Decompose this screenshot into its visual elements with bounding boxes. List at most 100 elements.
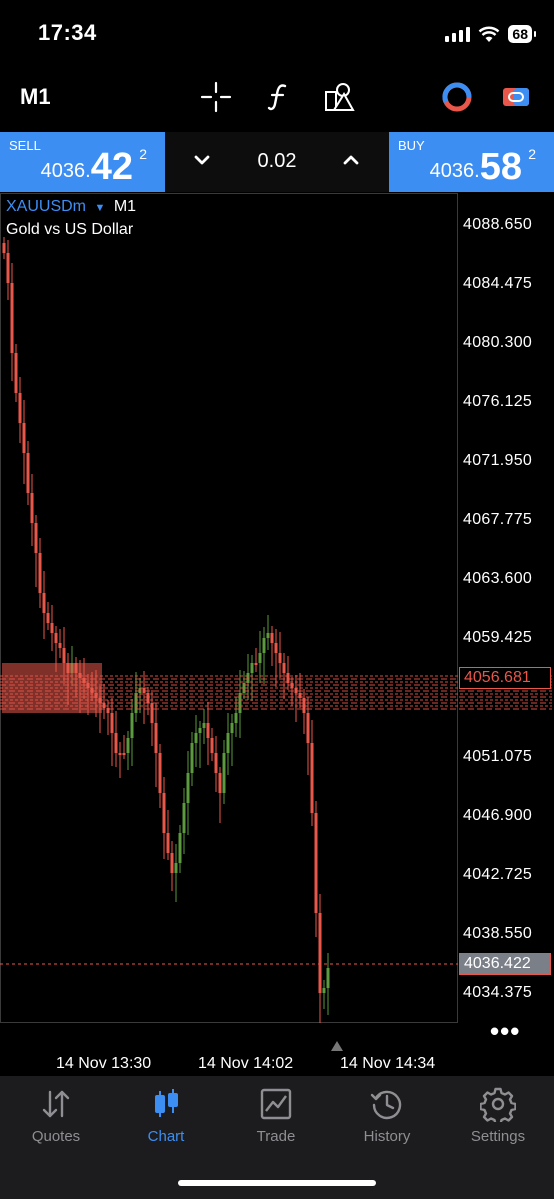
candle-body [234, 713, 238, 723]
timeframe-selector[interactable]: M1 [20, 84, 51, 109]
candle-body [2, 243, 6, 253]
tab-trade[interactable]: Trade [226, 1086, 326, 1145]
candle-body [42, 593, 46, 613]
lot-decrease-icon[interactable] [190, 148, 214, 172]
lot-increase-icon[interactable] [339, 148, 363, 172]
candle-body [46, 613, 50, 623]
candle-body [294, 688, 298, 693]
buy-label: BUY [398, 138, 425, 153]
gear-icon [480, 1087, 516, 1122]
sell-price-pips: 42 [90, 146, 133, 188]
tab-chart[interactable]: Chart [116, 1086, 216, 1145]
candle-body [162, 793, 166, 833]
buy-price: 4036. 58 2 [429, 146, 536, 188]
tab-quotes[interactable]: Quotes [6, 1086, 106, 1145]
candle-body [174, 863, 178, 873]
candle-body [182, 803, 186, 833]
candle-body [158, 753, 162, 793]
candle-body [302, 698, 306, 713]
trade-toggle-icon[interactable] [499, 80, 533, 114]
trade-chart-icon [260, 1088, 292, 1120]
price-axis-label: 4038.550 [463, 925, 533, 942]
objects-shapes-icon[interactable] [322, 80, 356, 114]
candle-body [54, 633, 58, 643]
candle-body [210, 738, 214, 753]
candle-body [274, 643, 278, 653]
time-axis-label: 14 Nov 13:30 [56, 1055, 152, 1072]
candle-body [118, 753, 122, 755]
more-options-button[interactable]: ••• [490, 1016, 521, 1046]
candle-body [170, 853, 174, 873]
price-axis-label: 4046.900 [463, 807, 533, 824]
candle-body [58, 643, 62, 648]
sell-label: SELL [9, 138, 41, 153]
candle-body [62, 648, 66, 663]
buy-button[interactable]: BUY 4036. 58 2 [389, 132, 554, 192]
price-axis-label: 4042.725 [463, 866, 533, 883]
candle-body [270, 633, 274, 643]
candle-body [314, 813, 318, 913]
candle-body [10, 283, 14, 353]
candle-body [230, 723, 234, 733]
candle-body [194, 733, 198, 743]
candle-body [282, 663, 286, 673]
sell-order-labels-cluster[interactable] [2, 663, 102, 713]
price-axis-label: 4088.650 [463, 216, 533, 233]
candle-body [190, 743, 194, 773]
candle-body [258, 653, 262, 663]
candle-body [110, 713, 114, 733]
chart-shift-marker-icon[interactable] [330, 1040, 344, 1052]
candle-body [38, 553, 42, 593]
symbol-header[interactable]: XAUUSDm ▼ M1 [6, 198, 136, 216]
home-indicator [178, 1180, 376, 1186]
sell-button[interactable]: SELL 4036. 42 2 [0, 132, 165, 192]
buy-price-fraction: 2 [528, 146, 536, 162]
price-axis-label: 4076.125 [463, 393, 533, 410]
candle-body [26, 453, 30, 493]
buy-price-major: 4036. [429, 160, 480, 182]
battery-indicator: 68 [508, 25, 536, 43]
symbol-timeframe: M1 [113, 198, 137, 215]
sell-orders-lines [0, 663, 552, 965]
candle-body [250, 663, 254, 673]
tab-label: Trade [256, 1128, 296, 1145]
candle-body [178, 833, 182, 863]
symbol-dropdown-icon[interactable]: ▼ [94, 202, 106, 214]
candle-body [150, 703, 154, 723]
symbol-name[interactable]: XAUUSDm [6, 198, 87, 215]
candle-body [246, 673, 250, 683]
candle-body [34, 523, 38, 553]
buy-price-pips: 58 [479, 146, 522, 188]
candle-body [278, 653, 282, 663]
bottom-tab-bar [0, 1076, 554, 1199]
candle-body [306, 713, 310, 743]
candle-body [202, 723, 206, 728]
indicator-function-icon[interactable] [262, 80, 296, 114]
price-axis-label: 4071.950 [463, 452, 533, 469]
candle-body [242, 683, 246, 693]
lot-size-input[interactable]: 0.02 [257, 150, 297, 172]
candle-body [318, 913, 322, 993]
candle-body [166, 833, 170, 853]
tab-history[interactable]: History [337, 1086, 437, 1145]
price-axis-label: 4059.425 [463, 629, 533, 646]
sell-price-fraction: 2 [139, 146, 147, 162]
candle-body [266, 633, 270, 638]
price-axis-label: 4084.475 [463, 275, 533, 292]
candle-body [50, 623, 54, 633]
tab-label: Chart [147, 1128, 185, 1145]
candle-body [322, 988, 326, 993]
one-click-trading-icon[interactable] [440, 80, 474, 114]
candle-body [106, 708, 110, 713]
candle-body [126, 738, 130, 753]
crosshair-icon[interactable] [199, 80, 233, 114]
quotes-arrows-icon [42, 1090, 70, 1118]
symbol-description: Gold vs US Dollar [6, 221, 134, 238]
tab-settings[interactable]: Settings [448, 1086, 548, 1145]
price-chart-area[interactable] [0, 193, 458, 1023]
price-axis-label: 4080.300 [463, 334, 533, 351]
candle-body [286, 673, 290, 683]
candle-body [310, 743, 314, 813]
candle-body [130, 713, 134, 738]
price-axis-label: 4051.075 [463, 748, 533, 765]
